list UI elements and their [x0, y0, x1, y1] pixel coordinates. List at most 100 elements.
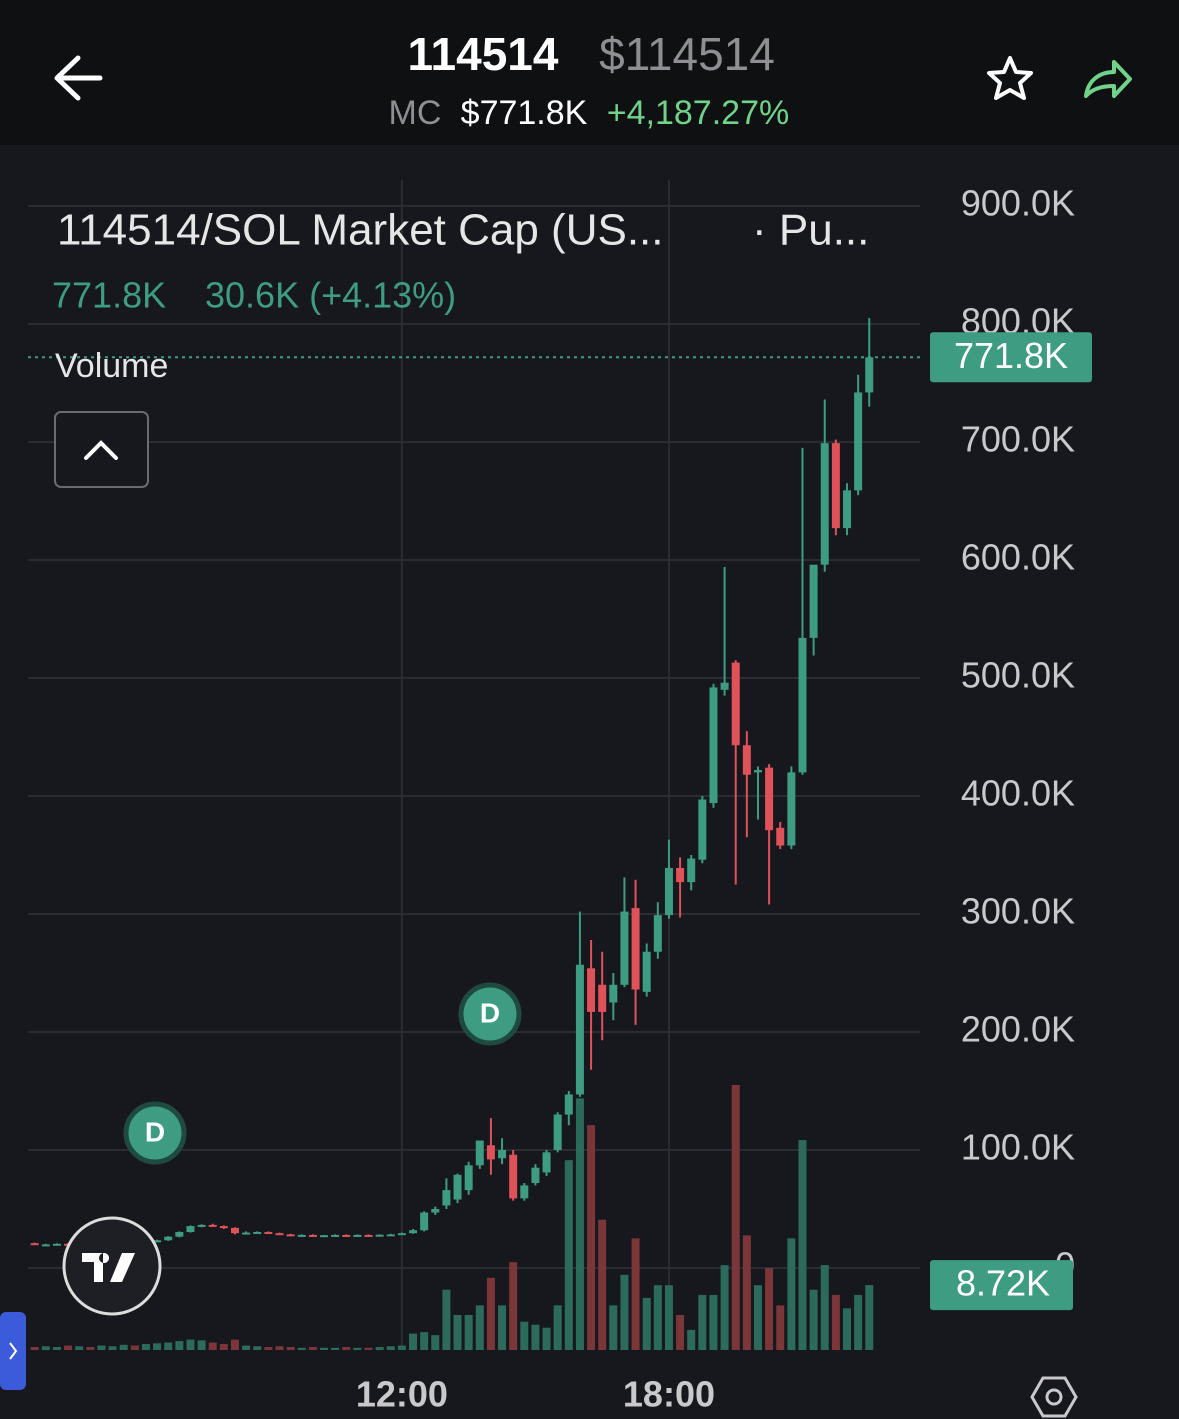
volume-bar [331, 1347, 340, 1350]
candle-body [175, 1231, 184, 1237]
favorite-button[interactable] [987, 56, 1033, 100]
candle-body [464, 1165, 473, 1191]
volume-bar [230, 1339, 239, 1350]
candle-body [776, 827, 785, 846]
candle-body [186, 1226, 195, 1232]
candle-body [787, 772, 796, 846]
candle-body [664, 867, 673, 916]
volume-bar [119, 1344, 128, 1350]
volume-bar [631, 1238, 640, 1350]
volume-bar [41, 1346, 50, 1350]
settings-button[interactable] [1030, 1376, 1078, 1418]
candle-body [575, 964, 584, 1095]
candle-body [242, 1232, 251, 1235]
settings-dot [1045, 1388, 1063, 1406]
legend-change: 30.6K (+4.13%) [205, 275, 456, 316]
candle-body [486, 1145, 495, 1160]
candle-body [753, 770, 762, 773]
volume-bar [498, 1305, 507, 1350]
volume-bar [286, 1347, 295, 1350]
volume-bar [542, 1327, 551, 1350]
mc-label: MC [389, 94, 442, 132]
volume-bar [319, 1347, 328, 1350]
chart-subtitle: · Pu... [752, 206, 869, 255]
candle-body [197, 1224, 206, 1227]
candle-body [153, 1240, 162, 1243]
candle-body [453, 1174, 462, 1200]
candle-body [865, 357, 874, 393]
volume-bar [409, 1333, 418, 1350]
candle-body [475, 1140, 484, 1166]
volume-bar [141, 1344, 150, 1350]
logo-circle [62, 1216, 162, 1316]
candle-body [631, 908, 640, 990]
side-tab[interactable] [0, 1312, 26, 1390]
volume-bar [353, 1347, 362, 1350]
candle-body [30, 1243, 39, 1246]
candle-body [164, 1236, 173, 1241]
candle-body [709, 687, 718, 804]
volume-bar [687, 1329, 696, 1350]
volume-bar [531, 1324, 540, 1350]
marker-circle [458, 982, 522, 1046]
volume-bar [553, 1305, 562, 1350]
volume-bar [420, 1332, 429, 1350]
collapse-button[interactable] [54, 411, 149, 488]
volume-bar [598, 1219, 607, 1350]
volume-bar [742, 1235, 751, 1350]
volume-bar [486, 1277, 495, 1350]
y-tick-label: 300.0K [961, 890, 1075, 931]
chart-title: 114514/SOL Market Cap (US... [57, 206, 664, 255]
candle-body [598, 984, 607, 1012]
volume-bar [397, 1345, 406, 1350]
volume-bar [475, 1305, 484, 1350]
candle-body [731, 662, 740, 746]
candle-body [587, 968, 596, 1012]
logo-mark [82, 1253, 135, 1282]
candle-body [286, 1234, 295, 1237]
token-price: $114514 [599, 28, 775, 80]
candle-body [498, 1149, 507, 1159]
candle-body [642, 951, 651, 992]
volume-bar [509, 1262, 518, 1350]
candle-body [52, 1243, 61, 1246]
volume-bar [64, 1345, 73, 1350]
volume-bar [520, 1321, 529, 1350]
candle-body [531, 1167, 540, 1184]
y-tick-label: 600.0K [961, 536, 1075, 577]
candle-body [698, 799, 707, 860]
volume-bar [865, 1285, 874, 1350]
share-button[interactable] [1084, 60, 1132, 98]
tradingview-logo[interactable] [62, 1216, 162, 1316]
candle-body [308, 1234, 317, 1237]
volume-bar [731, 1084, 740, 1350]
volume-title: Volume [55, 347, 168, 385]
volume-bar [253, 1346, 262, 1350]
volume-bar [831, 1294, 840, 1350]
candle-body [431, 1208, 440, 1213]
event-marker[interactable]: D [458, 982, 522, 1046]
x-tick-label: 12:00 [356, 1374, 448, 1415]
candle-body [342, 1234, 351, 1237]
volume-bar [364, 1347, 373, 1350]
candle-body [353, 1234, 362, 1237]
back-button[interactable] [54, 55, 103, 101]
y-tick-label: 200.0K [961, 1008, 1075, 1049]
y-tick-label: 400.0K [961, 772, 1075, 813]
volume-bar [698, 1294, 707, 1350]
volume-bar [153, 1343, 162, 1350]
volume-label: 8.72K [956, 1263, 1050, 1304]
header-bar [0, 0, 1179, 145]
volume-bar [753, 1285, 762, 1350]
token-name: 114514 [408, 28, 559, 80]
candle-body [397, 1233, 406, 1236]
volume-bar [453, 1315, 462, 1350]
volume-bar [264, 1347, 273, 1350]
event-marker[interactable]: D [123, 1101, 187, 1165]
volume-bar [108, 1346, 117, 1350]
candle-body [509, 1154, 518, 1199]
legend-value: 771.8K [52, 275, 166, 316]
volume-bar [342, 1347, 351, 1350]
volume-bar [464, 1315, 473, 1350]
